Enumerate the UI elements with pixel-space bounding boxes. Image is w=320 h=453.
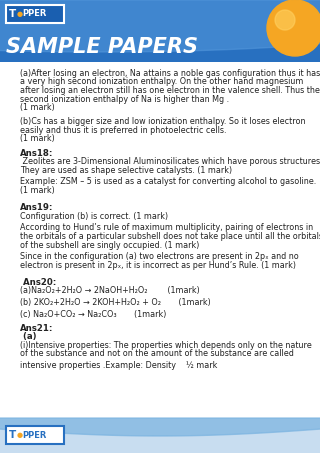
Circle shape xyxy=(267,0,320,56)
Text: (i)Intensive properties: The properties which depends only on the nature: (i)Intensive properties: The properties … xyxy=(20,341,312,350)
Text: Ans21:: Ans21: xyxy=(20,324,53,333)
Bar xyxy=(6,426,64,444)
Text: (a)Na₂O₂+2H₂O → 2NaOH+H₂O₂        (1mark): (a)Na₂O₂+2H₂O → 2NaOH+H₂O₂ (1mark) xyxy=(20,286,200,295)
Text: Ans19:: Ans19: xyxy=(20,203,53,212)
Text: (b)Cs has a bigger size and low ionization enthalpy. So it loses electron: (b)Cs has a bigger size and low ionizati… xyxy=(20,117,306,126)
Text: easily and thus it is preferred in photoelectric cells.: easily and thus it is preferred in photo… xyxy=(20,126,227,135)
Text: PPER: PPER xyxy=(22,10,46,19)
Text: the orbitals of a particular subshell does not take place until all the orbitals: the orbitals of a particular subshell do… xyxy=(20,232,320,241)
Text: Zeolites are 3-Dimensional Aluminosilicates which have porous structures.: Zeolites are 3-Dimensional Aluminosilica… xyxy=(20,158,320,167)
Text: (b) 2KO₂+2H₂O → 2KOH+H₂O₂ + O₂       (1mark): (b) 2KO₂+2H₂O → 2KOH+H₂O₂ + O₂ (1mark) xyxy=(20,298,211,307)
Text: According to Hund’s rule of maximum multiplicity, pairing of electrons in: According to Hund’s rule of maximum mult… xyxy=(20,223,313,232)
Text: (a)After losing an electron, Na attains a noble gas configuration thus it has: (a)After losing an electron, Na attains … xyxy=(20,69,320,78)
Text: T: T xyxy=(9,9,16,19)
Text: of the substance and not on the amount of the substance are called: of the substance and not on the amount o… xyxy=(20,350,294,358)
Text: PPER: PPER xyxy=(22,430,46,439)
Bar xyxy=(0,418,320,453)
Text: Configuration (b) is correct. (1 mark): Configuration (b) is correct. (1 mark) xyxy=(20,212,168,221)
Text: a very high second ionization enthalpy. On the other hand magnesium: a very high second ionization enthalpy. … xyxy=(20,77,303,87)
Text: Since in the configuration (a) two electrons are present in 2pₓ and no: Since in the configuration (a) two elect… xyxy=(20,252,299,261)
Text: They are used as shape selective catalysts. (1 mark): They are used as shape selective catalys… xyxy=(20,166,232,175)
Text: Example: ZSM – 5 is used as a catalyst for converting alcohol to gasoline.: Example: ZSM – 5 is used as a catalyst f… xyxy=(20,178,316,187)
Text: after losing an electron still has one electron in the valence shell. Thus the: after losing an electron still has one e… xyxy=(20,86,320,95)
Bar xyxy=(0,0,320,62)
Text: intensive properties .Example: Density    ½ mark: intensive properties .Example: Density ½… xyxy=(20,361,217,370)
Text: (1 mark): (1 mark) xyxy=(20,103,55,112)
Text: (1 mark): (1 mark) xyxy=(20,135,55,144)
Text: T: T xyxy=(9,430,16,440)
Text: second ionization enthalpy of Na is higher than Mg .: second ionization enthalpy of Na is high… xyxy=(20,95,229,103)
Text: ●: ● xyxy=(17,432,23,438)
Circle shape xyxy=(275,10,295,30)
Text: SAMPLE PAPERS: SAMPLE PAPERS xyxy=(6,37,198,57)
Text: of the subshell are singly occupied. (1 mark): of the subshell are singly occupied. (1 … xyxy=(20,241,199,250)
Text: electron is present in 2pₓ, it is incorrect as per Hund’s Rule. (1 mark): electron is present in 2pₓ, it is incorr… xyxy=(20,260,296,270)
Text: (a): (a) xyxy=(20,333,36,342)
Text: (1 mark): (1 mark) xyxy=(20,186,55,195)
Text: Ans18:: Ans18: xyxy=(20,149,53,158)
Text: ●: ● xyxy=(17,11,23,17)
Text: (c) Na₂O+CO₂ → Na₂CO₃       (1mark): (c) Na₂O+CO₂ → Na₂CO₃ (1mark) xyxy=(20,309,166,318)
Bar xyxy=(6,5,64,23)
Text: Ans20:: Ans20: xyxy=(20,278,56,287)
